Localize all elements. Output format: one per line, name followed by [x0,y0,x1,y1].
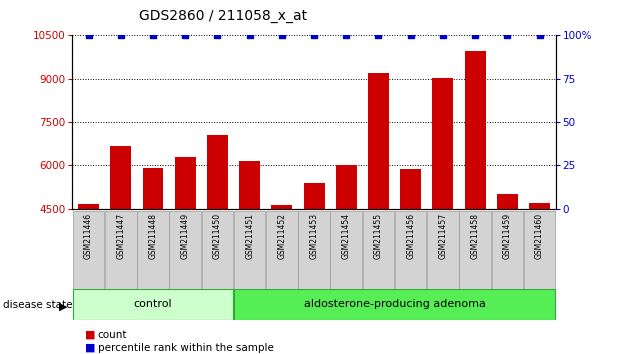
Point [180,33,190,38]
FancyBboxPatch shape [427,211,459,289]
Point [309,33,319,38]
Bar [110,146,131,209]
Bar [400,169,421,209]
Bar [142,168,163,209]
FancyBboxPatch shape [491,211,523,289]
Text: GSM211450: GSM211450 [213,213,222,259]
Text: ■: ■ [85,343,96,353]
Point [116,33,126,38]
FancyBboxPatch shape [137,211,169,289]
Point [534,33,544,38]
Text: GSM211452: GSM211452 [277,213,287,259]
Point [374,33,384,38]
FancyBboxPatch shape [234,289,555,320]
Bar [368,73,389,209]
FancyBboxPatch shape [298,211,330,289]
Bar [304,183,324,209]
Text: GSM211456: GSM211456 [406,213,415,259]
Point [84,33,94,38]
Point [406,33,416,38]
Text: GDS2860 / 211058_x_at: GDS2860 / 211058_x_at [139,9,307,23]
Text: GSM211446: GSM211446 [84,213,93,259]
FancyBboxPatch shape [395,211,427,289]
Text: GSM211449: GSM211449 [181,213,190,259]
FancyBboxPatch shape [234,211,265,289]
Bar [175,157,196,209]
Point [212,33,222,38]
Text: disease state: disease state [3,300,72,310]
FancyBboxPatch shape [202,211,233,289]
Text: GSM211448: GSM211448 [149,213,158,259]
FancyBboxPatch shape [105,211,137,289]
Bar [207,135,228,209]
Bar [239,161,260,209]
Point [470,33,480,38]
Text: GSM211458: GSM211458 [471,213,479,259]
Text: ▶: ▶ [59,302,67,312]
Bar [497,194,518,209]
Bar [529,203,550,209]
Text: GSM211457: GSM211457 [438,213,447,259]
Point [148,33,158,38]
Text: GSM211455: GSM211455 [374,213,383,259]
Bar [432,78,454,209]
Bar [272,205,292,209]
Text: percentile rank within the sample: percentile rank within the sample [98,343,273,353]
Text: GSM211454: GSM211454 [341,213,351,259]
Text: count: count [98,330,127,339]
FancyBboxPatch shape [169,211,201,289]
Text: ■: ■ [85,330,96,339]
FancyBboxPatch shape [363,211,394,289]
Point [341,33,352,38]
Bar [336,165,357,209]
FancyBboxPatch shape [331,211,362,289]
FancyBboxPatch shape [73,211,105,289]
Text: GSM211460: GSM211460 [535,213,544,259]
FancyBboxPatch shape [266,211,297,289]
Text: GSM211453: GSM211453 [309,213,319,259]
Point [244,33,255,38]
Text: GSM211451: GSM211451 [245,213,254,259]
FancyBboxPatch shape [73,289,233,320]
Bar [78,204,99,209]
Point [502,33,512,38]
Point [277,33,287,38]
FancyBboxPatch shape [524,211,555,289]
Point [438,33,448,38]
Text: GSM211459: GSM211459 [503,213,512,259]
Text: control: control [134,299,172,309]
Bar [465,51,486,209]
FancyBboxPatch shape [459,211,491,289]
Text: GSM211447: GSM211447 [117,213,125,259]
Text: aldosterone-producing adenoma: aldosterone-producing adenoma [304,299,486,309]
